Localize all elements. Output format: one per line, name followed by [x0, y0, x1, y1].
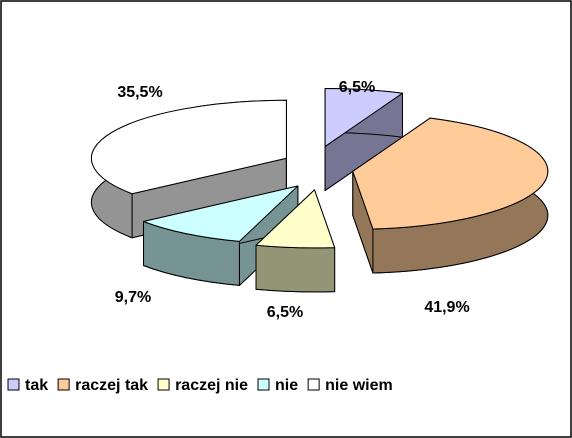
data-label: 6,5% [339, 79, 375, 96]
data-label: 41,9% [424, 299, 469, 316]
slice-top [255, 189, 336, 249]
slice-wall [255, 244, 336, 293]
data-label: 35,5% [117, 84, 162, 101]
legend-swatch [257, 378, 270, 391]
slice-top [352, 117, 549, 230]
legend-swatch [307, 378, 320, 391]
slice-top [90, 99, 287, 195]
slice-top [324, 87, 404, 147]
legend-label: nie [275, 377, 298, 394]
data-label: 9,7% [115, 289, 151, 306]
legend-label: raczej nie [175, 377, 248, 394]
slice-top [143, 185, 299, 242]
legend-swatch [7, 378, 20, 391]
data-label: 6,5% [267, 304, 303, 321]
legend-label: tak [25, 377, 48, 394]
legend-label: raczej tak [75, 377, 148, 394]
legend-swatch [157, 378, 170, 391]
legend-label: nie wiem [325, 377, 393, 394]
legend-swatch [57, 378, 70, 391]
